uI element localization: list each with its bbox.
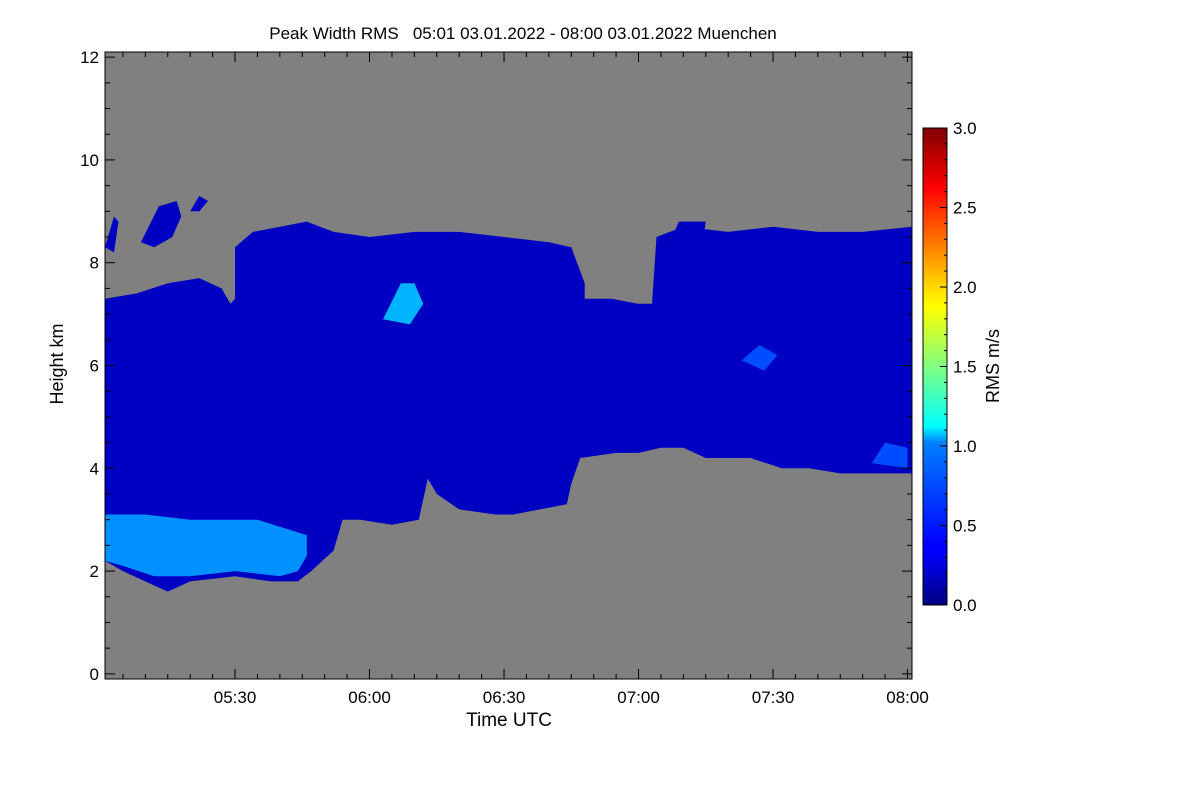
colorbar-tick-label: 0.5 <box>953 517 977 536</box>
region-patch-0727-6km <box>741 344 778 371</box>
colorbar-tick-label: 1.0 <box>953 437 977 456</box>
region-main-echo <box>105 221 912 592</box>
y-tick-label: 6 <box>90 357 99 376</box>
chart-title: Peak Width RMS 05:01 03.01.2022 - 08:00 … <box>269 24 777 43</box>
x-tick-label: 05:30 <box>214 688 257 707</box>
x-tick-label: 08:00 <box>886 688 929 707</box>
colorbar-tick-label: 2.5 <box>953 199 977 218</box>
y-tick-label: 4 <box>90 459 99 478</box>
x-tick-label: 06:00 <box>348 688 391 707</box>
region-upper-patch-1 <box>105 216 119 253</box>
x-axis: 05:30 06:00 06:30 07:00 07:30 08:00 <box>122 52 929 707</box>
colorbar-tick-label: 0.0 <box>953 596 977 615</box>
heatmap-layer <box>105 195 912 592</box>
colorbar-tick-label: 3.0 <box>953 119 977 138</box>
y-tick-label: 2 <box>90 562 99 581</box>
y-tick-label: 8 <box>90 254 99 273</box>
region-upper-patch-4 <box>669 221 706 253</box>
colorbar-tick-label: 2.0 <box>953 278 977 297</box>
y-tick-label: 10 <box>80 151 99 170</box>
region-patch-0757-4km <box>871 442 908 469</box>
x-tick-label: 07:30 <box>752 688 795 707</box>
colorbar-tick-label: 1.5 <box>953 358 977 377</box>
region-patch-0605-7km <box>383 283 424 325</box>
y-tick-label: 0 <box>90 665 99 684</box>
region-low-turbulent-layer <box>105 514 307 577</box>
region-upper-patch-2 <box>140 201 182 248</box>
colorbar-label: RMS m/s <box>983 329 1003 403</box>
region-upper-patch-3 <box>190 195 209 212</box>
y-axis: 0 2 4 6 8 10 12 <box>80 48 912 684</box>
y-axis-label: Height km <box>47 323 67 404</box>
x-axis-label: Time UTC <box>466 710 552 731</box>
x-tick-label: 07:00 <box>617 688 660 707</box>
y-tick-label: 12 <box>80 48 99 67</box>
colorbar-axis: 0.0 0.5 1.0 1.5 2.0 2.5 3.0 <box>940 119 977 615</box>
x-tick-label: 06:30 <box>483 688 526 707</box>
